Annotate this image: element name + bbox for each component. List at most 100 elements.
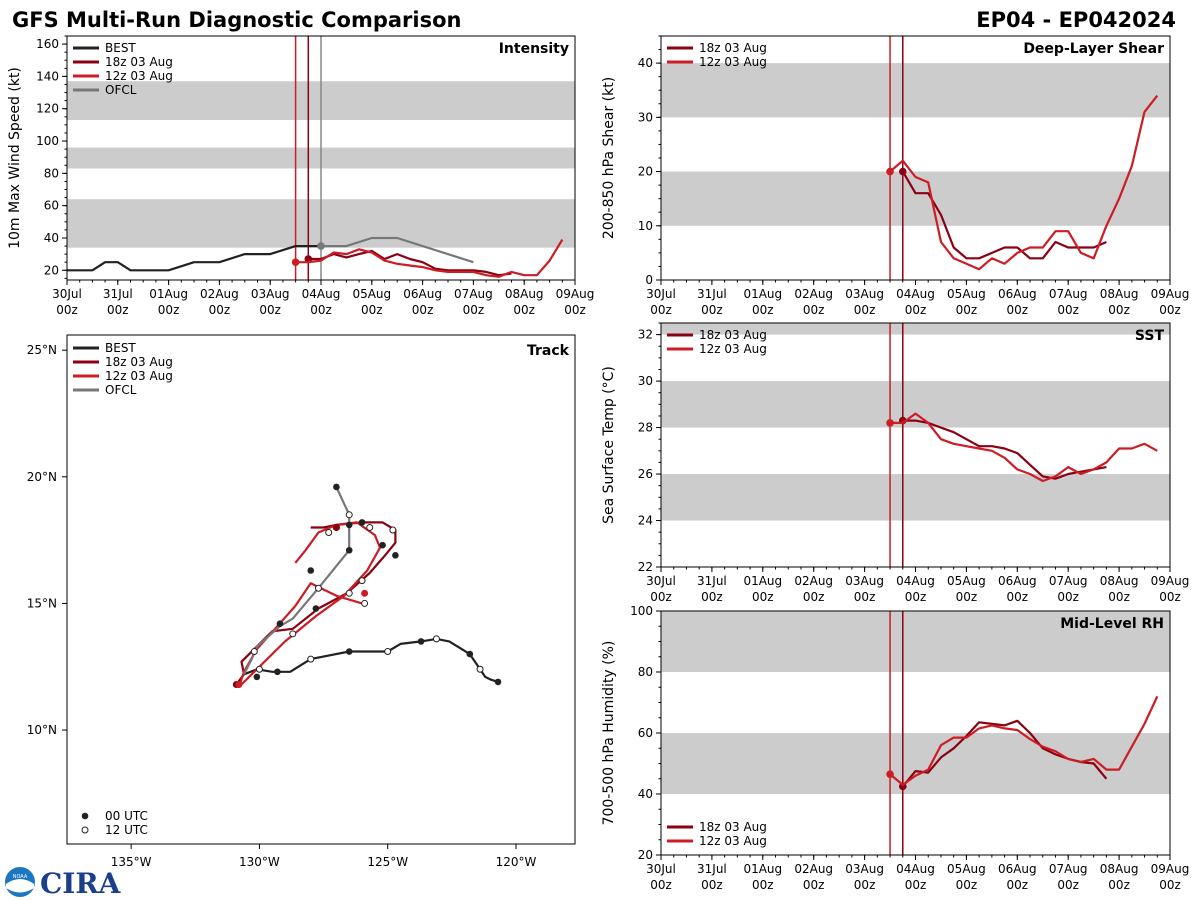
x-tick-date: 30Jul: [52, 287, 82, 301]
track-run-point-run12: [235, 680, 243, 688]
x-tick-hour: 00z: [1159, 303, 1181, 317]
y-tick-label: 60: [44, 199, 59, 213]
x-tick-date: 03Aug: [251, 287, 290, 301]
x-tick-date: 08Aug: [1100, 287, 1139, 301]
x-tick-hour: 00z: [854, 878, 876, 892]
category-band: [661, 171, 1170, 226]
legend-label-run12: 12z 03 Aug: [699, 55, 767, 69]
lat-tick-label: 20°N: [27, 470, 57, 484]
y-tick-label: 26: [638, 467, 653, 481]
legend-label-12utc: 12 UTC: [105, 823, 148, 837]
intensity-panel: 20 40 60 80 100 120 140 160 30Jul 00z 31Jul 00z 01Au…: [7, 35, 595, 317]
y-tick-label: 40: [44, 231, 59, 245]
x-tick-hour: 00z: [1057, 303, 1079, 317]
lon-tick-label: 125°W: [367, 855, 408, 869]
series-line-ofcl: [321, 236, 474, 264]
legend-label-run12: 12z 03 Aug: [699, 834, 767, 848]
track-marker-12utc: [289, 630, 297, 638]
legend-label-run18: 18z 03 Aug: [699, 328, 767, 342]
x-tick-hour: 00z: [956, 878, 978, 892]
lat-tick-label: 25°N: [27, 343, 57, 357]
x-tick-date: 07Aug: [454, 287, 493, 301]
legend-label-run18: 18z 03 Aug: [699, 820, 767, 834]
x-tick-hour: 00z: [650, 878, 672, 892]
x-tick-hour: 00z: [361, 303, 383, 317]
track-run-point-run12: [361, 589, 369, 597]
x-tick-date: 09Aug: [556, 287, 595, 301]
legend-label-run18: 18z 03 Aug: [105, 55, 173, 69]
run-start-point-ofcl: [317, 242, 325, 250]
x-tick-hour: 00z: [56, 303, 78, 317]
track-marker-12utc: [361, 599, 369, 607]
lat-tick-label: 15°N: [27, 596, 57, 610]
lon-tick-label: 135°W: [111, 855, 152, 869]
sst-panel: 22 24 26 28 30 32 30Jul 00z 31Jul 00z 01Aug 00z 02Au…: [601, 322, 1190, 604]
x-tick-date: 07Aug: [1049, 574, 1088, 588]
x-tick-hour: 00z: [701, 590, 723, 604]
y-axis-label: Sea Surface Temp (°C): [601, 366, 617, 524]
y-tick-label: 30: [638, 374, 653, 388]
track-marker-12utc: [384, 648, 392, 656]
x-tick-date: 07Aug: [1049, 862, 1088, 876]
x-tick-date: 01Aug: [743, 862, 782, 876]
x-tick-date: 09Aug: [1151, 574, 1190, 588]
x-tick-hour: 00z: [1007, 878, 1029, 892]
x-tick-date: 04Aug: [896, 287, 935, 301]
y-tick-label: 20: [638, 165, 653, 179]
x-tick-date: 08Aug: [505, 287, 544, 301]
x-tick-hour: 00z: [956, 303, 978, 317]
x-tick-date: 31Jul: [697, 287, 727, 301]
y-tick-label: 40: [638, 56, 653, 70]
legend-marker-12utc: [81, 826, 89, 834]
track-marker-00utc: [345, 546, 353, 554]
y-tick-label: 10: [638, 219, 653, 233]
figure-title: GFS Multi-Run Diagnostic Comparison: [12, 8, 461, 32]
track-run-point-run18: [332, 523, 340, 531]
x-tick-hour: 00z: [803, 590, 825, 604]
legend-label-run18: 18z 03 Aug: [699, 41, 767, 55]
category-band: [661, 63, 1170, 118]
x-tick-hour: 00z: [854, 590, 876, 604]
y-tick-label: 28: [638, 421, 653, 435]
track-line-run12: [237, 521, 382, 689]
axes-frame: [660, 322, 1171, 568]
x-tick-date: 31Jul: [103, 287, 133, 301]
x-tick-hour: 00z: [752, 590, 774, 604]
track-marker-12utc: [325, 529, 333, 537]
category-band: [661, 474, 1170, 521]
x-tick-date: 03Aug: [845, 862, 884, 876]
legend-marker-00utc: [81, 812, 89, 820]
x-tick-date: 04Aug: [896, 862, 935, 876]
x-tick-date: 05Aug: [352, 287, 391, 301]
run-start-point-run12: [886, 770, 894, 778]
x-tick-date: 06Aug: [998, 574, 1037, 588]
x-tick-hour: 00z: [1007, 590, 1029, 604]
x-tick-hour: 00z: [752, 303, 774, 317]
panel-title: Intensity: [499, 41, 569, 57]
legend-label-00utc: 00 UTC: [105, 809, 148, 823]
track-marker-00utc: [358, 519, 366, 526]
y-axis-label: 10m Max Wind Speed (kt): [7, 67, 23, 249]
x-tick-hour: 00z: [564, 303, 586, 317]
x-tick-hour: 00z: [1159, 590, 1181, 604]
x-tick-hour: 00z: [1057, 878, 1079, 892]
x-tick-date: 02Aug: [794, 574, 833, 588]
y-tick-label: 80: [44, 166, 59, 180]
track-marker-00utc: [307, 567, 315, 574]
series-line-run18: [901, 171, 1107, 260]
x-tick-date: 07Aug: [1049, 287, 1088, 301]
panel-title: Track: [527, 343, 570, 359]
y-tick-label: 140: [36, 69, 59, 83]
x-tick-hour: 00z: [905, 303, 927, 317]
x-tick-hour: 00z: [107, 303, 129, 317]
x-tick-hour: 00z: [1057, 590, 1079, 604]
series-line-run12: [889, 695, 1159, 787]
y-tick-label: 30: [638, 110, 653, 124]
x-tick-date: 30Jul: [646, 287, 676, 301]
x-tick-date: 31Jul: [697, 862, 727, 876]
x-tick-hour: 00z: [650, 590, 672, 604]
y-tick-label: 40: [638, 787, 653, 801]
x-tick-hour: 00z: [513, 303, 535, 317]
y-tick-label: 20: [638, 848, 653, 862]
x-tick-hour: 00z: [1159, 878, 1181, 892]
